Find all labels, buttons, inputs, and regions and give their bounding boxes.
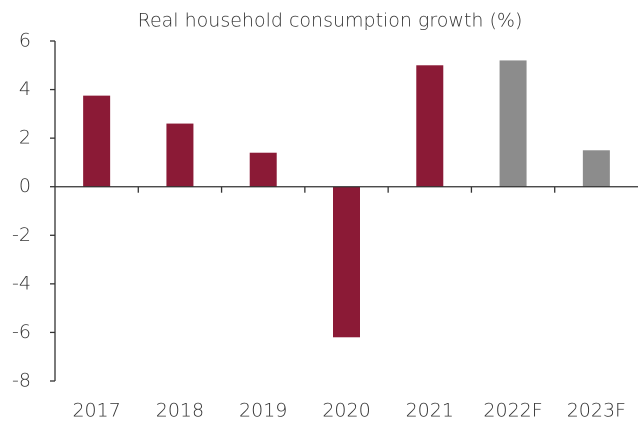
y-tick-label: -2 bbox=[12, 224, 31, 246]
bar bbox=[582, 150, 610, 187]
bar bbox=[166, 123, 194, 187]
y-tick-label: -4 bbox=[12, 272, 31, 294]
bar bbox=[416, 65, 444, 187]
y-tick-label: 4 bbox=[19, 78, 31, 100]
x-tick-label: 2017 bbox=[72, 400, 120, 422]
x-tick-label: 2019 bbox=[239, 400, 287, 422]
x-tick-label: 2023F bbox=[567, 400, 626, 422]
bar bbox=[333, 186, 360, 338]
bar bbox=[499, 60, 527, 187]
x-tick-label: 2021 bbox=[406, 400, 454, 422]
x-tick-label: 2018 bbox=[156, 400, 204, 422]
x-tick-label: 2020 bbox=[322, 400, 370, 422]
y-tick-label: 6 bbox=[19, 30, 31, 52]
y-tick-label: -8 bbox=[12, 370, 31, 392]
x-tick-label: 2022F bbox=[483, 400, 542, 422]
bar bbox=[249, 152, 277, 187]
y-tick-label: 0 bbox=[19, 175, 31, 197]
chart-title: Real household consumption growth (%) bbox=[138, 10, 523, 32]
y-tick-label: -6 bbox=[12, 321, 31, 343]
y-tick-label: 2 bbox=[19, 127, 31, 149]
bar bbox=[83, 95, 111, 187]
